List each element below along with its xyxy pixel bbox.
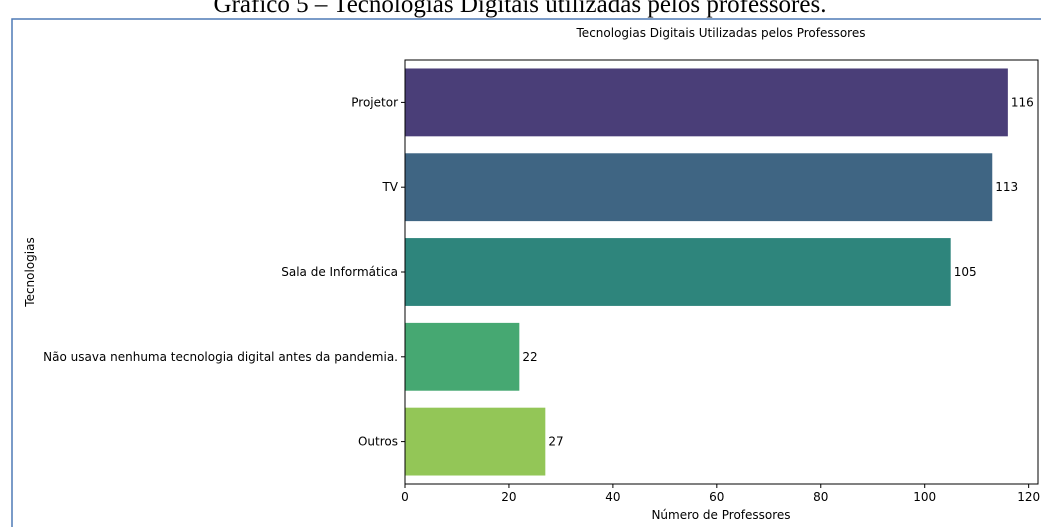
value-label: 22 — [522, 350, 537, 364]
frame — [11, 18, 1041, 527]
bar — [405, 238, 951, 306]
bar — [405, 407, 546, 476]
value-label: 113 — [995, 180, 1018, 194]
bar — [405, 153, 993, 222]
plot-frame — [404, 59, 1039, 485]
y-tick-label: Sala de Informática — [281, 265, 398, 279]
x-tick-label: 100 — [913, 490, 936, 504]
x-axis-label: Número de Professores — [651, 508, 790, 522]
x-tick-label: 0 — [401, 490, 409, 504]
x-tick-label: 80 — [813, 490, 828, 504]
value-label: 116 — [1011, 95, 1034, 109]
y-axis-label: Tecnologias — [23, 237, 37, 307]
y-tick-label: Não usava nenhuma tecnologia digital ant… — [43, 350, 398, 364]
y-tick-label: TV — [381, 180, 398, 194]
value-label: 27 — [548, 435, 563, 449]
chart-title: Tecnologias Digitais Utilizadas pelos Pr… — [576, 26, 866, 40]
bar — [405, 322, 520, 391]
bar — [405, 68, 1008, 137]
y-tick-label: Outros — [358, 435, 398, 449]
y-tick-label: Projetor — [351, 95, 398, 109]
x-tick-label: 60 — [709, 490, 724, 504]
x-tick-label: 120 — [1017, 490, 1040, 504]
value-label: 105 — [954, 265, 977, 279]
x-tick-label: 40 — [605, 490, 620, 504]
caption: Gráfico 5 – Tecnologias Digitais utiliza… — [214, 0, 827, 18]
x-tick-label: 20 — [501, 490, 516, 504]
